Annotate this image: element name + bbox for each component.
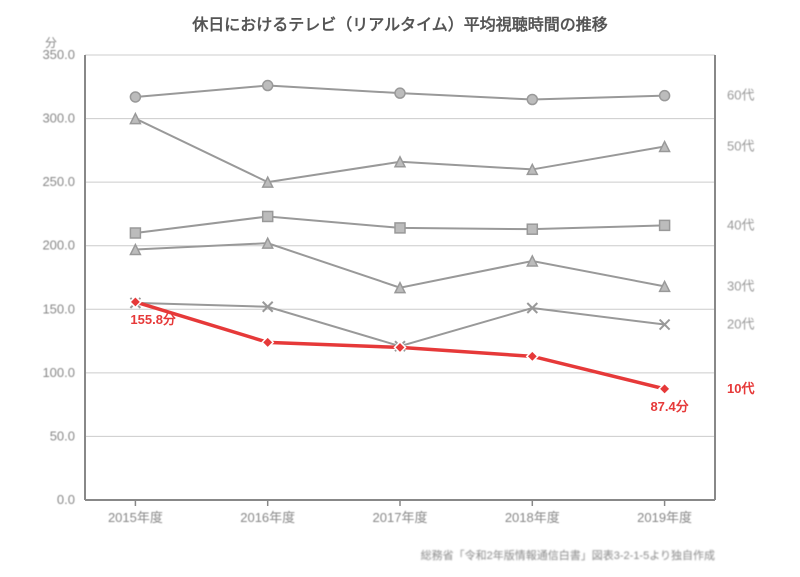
series-label: 30代 [727,278,754,293]
data-marker [660,220,670,230]
data-marker [527,224,537,234]
series-label: 50代 [727,139,754,154]
data-marker [262,337,273,348]
x-tick-label: 2015年度 [108,510,163,525]
y-tick-label: 150.0 [42,301,75,316]
data-callout: 155.8分 [130,312,176,327]
series-label: 20代 [727,317,754,332]
series-label: 40代 [727,217,754,232]
series-label: 60代 [727,88,754,103]
x-tick-label: 2017年度 [373,510,428,525]
data-marker [395,223,405,233]
y-tick-label: 350.0 [42,47,75,62]
series-line [135,119,664,183]
y-tick-label: 250.0 [42,174,75,189]
chart-container: 休日におけるテレビ（リアルタイム）平均視聴時間の推移分0.050.0100.01… [0,0,800,577]
data-marker [263,211,273,221]
data-marker [527,351,538,362]
line-chart: 休日におけるテレビ（リアルタイム）平均視聴時間の推移分0.050.0100.01… [0,0,800,577]
y-tick-label: 200.0 [42,238,75,253]
x-tick-label: 2018年度 [505,510,560,525]
y-tick-label: 100.0 [42,365,75,380]
chart-footnote: 総務省「令和2年版情報通信白書」図表3-2-1-5より独自作成 [421,548,715,562]
data-marker [659,383,670,394]
x-tick-label: 2016年度 [240,510,295,525]
y-tick-label: 300.0 [42,111,75,126]
chart-title: 休日におけるテレビ（リアルタイム）平均視聴時間の推移 [191,15,608,34]
data-marker [263,81,273,91]
y-tick-label: 50.0 [50,428,75,443]
x-tick-label: 2019年度 [637,510,692,525]
data-callout: 87.4分 [650,399,688,414]
data-marker [130,92,140,102]
y-tick-label: 0.0 [57,492,75,507]
data-marker [527,95,537,105]
series-label: 10代 [727,381,754,396]
data-marker [660,91,670,101]
data-marker [130,228,140,238]
data-marker [395,88,405,98]
